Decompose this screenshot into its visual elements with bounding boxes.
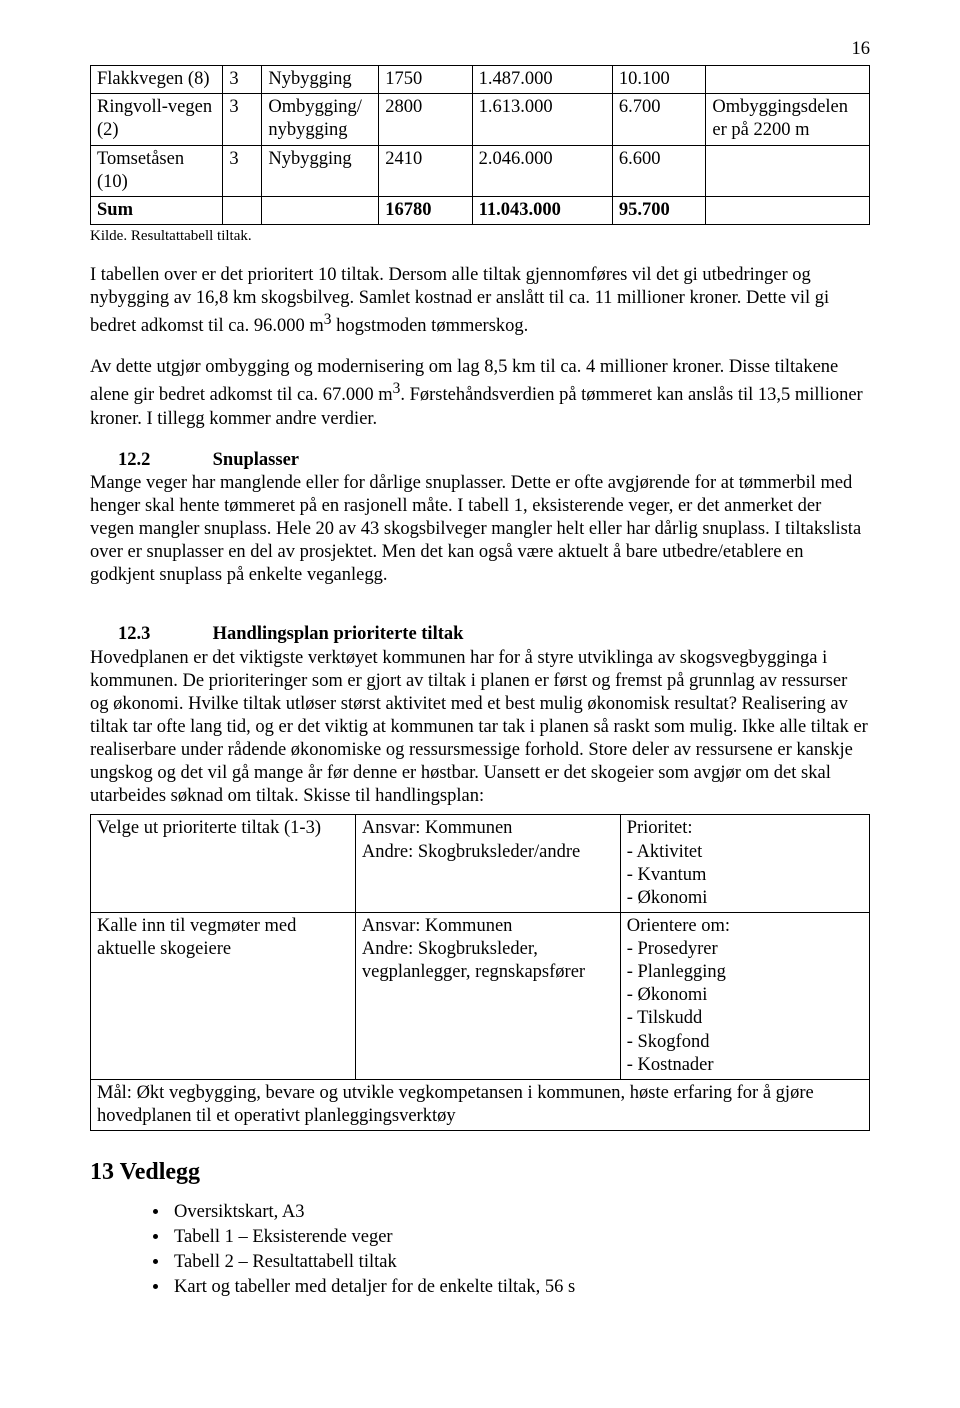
table-cell: Ombyggingsdelen er på 2200 m [706,94,870,145]
table-handlingsplan: Velge ut prioriterte tiltak (1-3)Ansvar:… [90,814,870,1131]
table-tiltak: Flakkvegen (8)3Nybygging17501.487.00010.… [90,65,870,225]
table-cell: Kalle inn til vegmøter med aktuelle skog… [91,912,356,1079]
table-row: Tomsetåsen (10)3Nybygging24102.046.0006.… [91,145,870,196]
table-cell: Flakkvegen (8) [91,66,223,94]
table-cell: 3 [223,66,262,94]
page-root: 16 Flakkvegen (8)3Nybygging17501.487.000… [0,0,960,1352]
table-cell: Ombygging/ nybygging [262,94,379,145]
section-number: 12.3 [118,623,208,646]
list-item: Oversiktskart, A3 [170,1201,870,1224]
list-item: Kart og tabeller med detaljer for de enk… [170,1276,870,1299]
table-row: Mål: Økt vegbygging, bevare og utvikle v… [91,1079,870,1130]
table-row: Sum 1678011.043.00095.700 [91,196,870,224]
table-cell: Prioritet: - Aktivitet - Kvantum - Økono… [620,815,869,913]
table-cell: Ringvoll-vegen (2) [91,94,223,145]
table-cell: Tomsetåsen (10) [91,145,223,196]
section-title: Snuplasser [213,450,299,470]
paragraph-1: I tabellen over er det prioritert 10 til… [90,264,870,339]
section-12-3-heading: 12.3 Handlingsplan prioriterte tiltak [118,623,870,646]
table-cell: Orientere om: - Prosedyrer - Planlegging… [620,912,869,1079]
section-number: 12.2 [118,449,208,472]
table-cell: Ansvar: Kommunen Andre: Skogbruksleder/a… [355,815,620,913]
table-cell: 1750 [379,66,472,94]
table-cell: Ansvar: Kommunen Andre: Skogbruksleder, … [355,912,620,1079]
vedlegg-list: Oversiktskart, A3Tabell 1 – Eksisterende… [170,1201,870,1300]
table-cell: Nybygging [262,66,379,94]
section-12-2-body: Mange veger har manglende eller for dårl… [90,472,870,588]
page-number: 16 [90,38,870,61]
table-cell: 11.043.000 [472,196,612,224]
table-cell: 3 [223,145,262,196]
list-item: Tabell 2 – Resultattabell tiltak [170,1251,870,1274]
table-row: Ringvoll-vegen (2)3Ombygging/ nybygging2… [91,94,870,145]
section-title: Handlingsplan prioriterte tiltak [213,624,464,644]
list-item: Tabell 1 – Eksisterende veger [170,1226,870,1249]
table-cell [706,66,870,94]
table-cell: Nybygging [262,145,379,196]
table-cell: 1.487.000 [472,66,612,94]
table-cell: 6.700 [612,94,705,145]
table-cell [262,196,379,224]
table-cell: 2800 [379,94,472,145]
table-cell: Velge ut prioriterte tiltak (1-3) [91,815,356,913]
table-cell: 1.613.000 [472,94,612,145]
table-footer-cell: Mål: Økt vegbygging, bevare og utvikle v… [91,1079,870,1130]
table-cell [223,196,262,224]
table-row: Flakkvegen (8)3Nybygging17501.487.00010.… [91,66,870,94]
table-cell: 16780 [379,196,472,224]
table-cell: Sum [91,196,223,224]
table-cell: 10.100 [612,66,705,94]
vedlegg-heading: 13 Vedlegg [90,1157,870,1187]
table-cell: 3 [223,94,262,145]
table-cell [706,145,870,196]
section-12-3-body: Hovedplanen er det viktigste verktøyet k… [90,647,870,809]
paragraph-2: Av dette utgjør ombygging og moderniseri… [90,356,870,431]
table-cell: 2410 [379,145,472,196]
table-cell: 6.600 [612,145,705,196]
section-12-2-heading: 12.2 Snuplasser [118,449,870,472]
table-row: Velge ut prioriterte tiltak (1-3)Ansvar:… [91,815,870,913]
table-cell: 95.700 [612,196,705,224]
table-cell: 2.046.000 [472,145,612,196]
table-caption: Kilde. Resultattabell tiltak. [90,227,870,246]
table-cell [706,196,870,224]
table-row: Kalle inn til vegmøter med aktuelle skog… [91,912,870,1079]
